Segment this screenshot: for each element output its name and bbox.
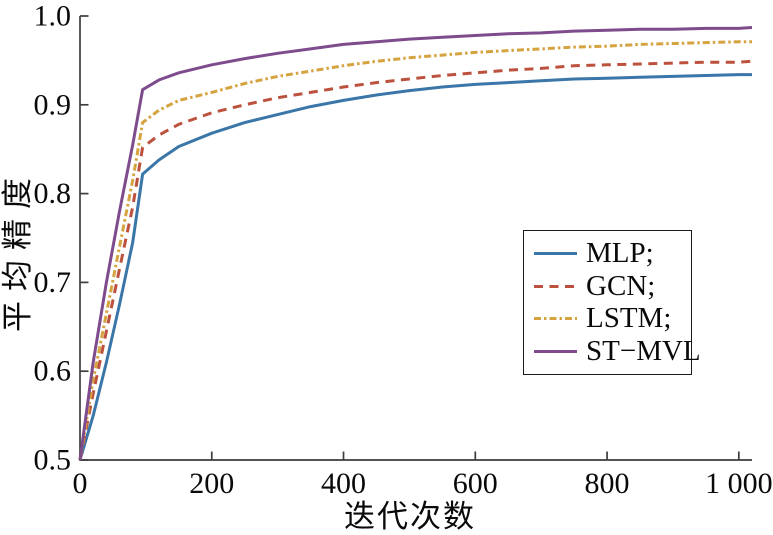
series-line-st-mvl [78,26,753,461]
legend-label-st-mvl: ST−MVL [586,335,701,368]
x-axis-title: 迭代次数 [344,499,476,534]
y-tick-label: 0.5 [34,444,72,477]
legend-item-st-mvl: ST−MVL [534,337,701,366]
x-tick-label: 200 [189,467,234,500]
x-tick-label: 600 [453,467,498,500]
legend-item-lstm: LSTM; [534,304,687,333]
legend-label-mlp: MLP; [586,236,654,269]
y-tick-label: 0.6 [34,355,72,388]
y-axis-title: 平均精度 [0,168,35,332]
legend-label-lstm: LSTM; [586,302,672,335]
legend-item-mlp: MLP; [534,236,687,269]
legend-swatch-gcn [534,284,577,288]
x-tick-label: 800 [585,467,630,500]
legend-swatch-lstm [534,317,577,321]
y-tick-label: 0.9 [34,88,72,121]
legend: MLP; GCN; LSTM; ST−MVL [523,230,701,375]
legend-swatch-st-mvl [534,350,577,354]
x-tick-label: 1 000 [705,467,773,500]
legend-swatch-mlp [534,251,577,255]
x-tick-label: 400 [321,467,366,500]
x-tick-label: 0 [73,467,88,500]
y-tick-label: 0.8 [34,177,72,210]
series-line-gcn [78,59,753,461]
legend-item-gcn: GCN; [534,269,687,302]
legend-label-gcn: GCN; [586,269,656,302]
y-tick-label: 1.0 [34,0,72,33]
y-tick-label: 0.7 [34,266,72,299]
series-line-mlp [78,73,752,461]
